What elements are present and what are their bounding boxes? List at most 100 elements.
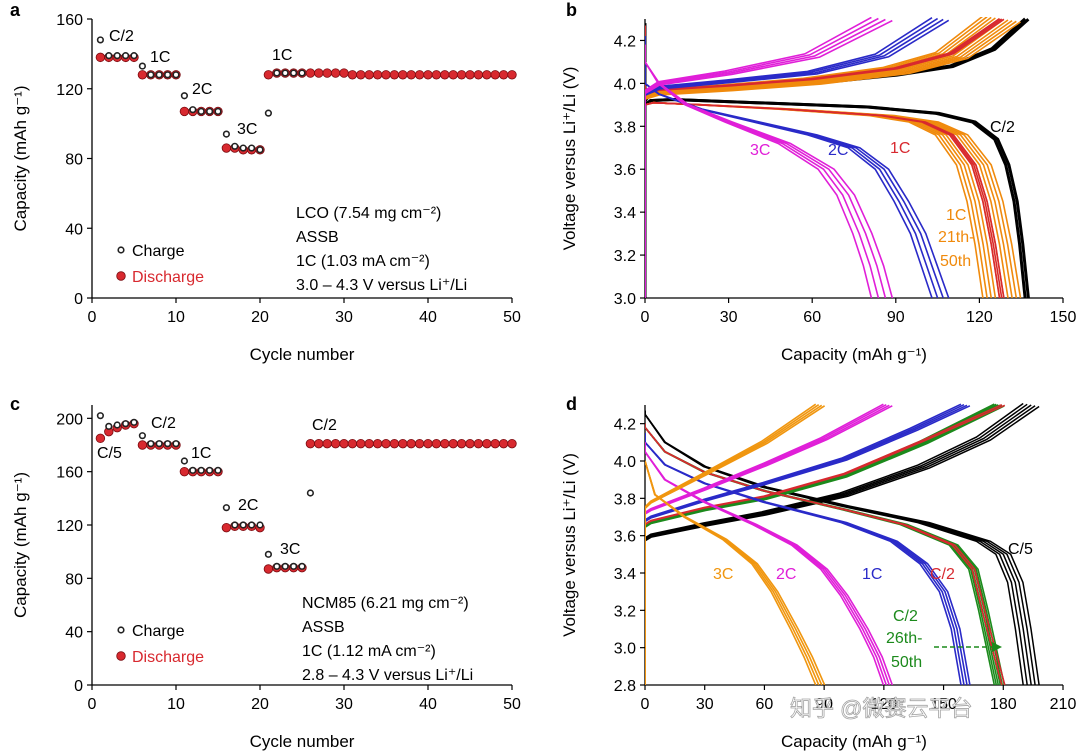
curve-label: 2C [776, 566, 796, 583]
rate-label: 1C [272, 47, 292, 64]
rate-label: 1C [150, 49, 170, 66]
charge-curve [645, 405, 826, 685]
x-tick-label: 50 [503, 696, 521, 713]
charge-curve [645, 403, 1028, 685]
charge-point [197, 466, 205, 474]
discharge-curve [645, 442, 894, 685]
curve-label: C/2 [930, 566, 955, 583]
charge-point [180, 92, 188, 100]
discharge-point [305, 438, 316, 449]
charge-point [121, 420, 130, 428]
info-line: 3.0 – 4.3 V versus Li⁺/Li [296, 277, 467, 294]
y-tick-label: 4.0 [614, 454, 636, 471]
x-axis-label: Capacity (mAh g⁻¹) [781, 732, 927, 751]
charge-curve [645, 18, 1005, 298]
charge-point [189, 466, 197, 474]
info-line: NCM85 (6.21 mg cm⁻²) [302, 595, 469, 612]
panel-c: 0 10 20 30 40 50 0 40 80 120 160 200 Cycle number Cap… [10, 394, 521, 751]
x-tick-label: 0 [641, 309, 650, 326]
charge-point [264, 109, 273, 117]
panel-letter: b [566, 0, 577, 20]
rate-label: C/2 [109, 28, 134, 45]
curve-label: 26th- [886, 630, 922, 647]
y-tick-label: 120 [56, 82, 83, 99]
charge-point [138, 62, 146, 70]
charge-curve [645, 405, 1040, 685]
charge-point [155, 440, 163, 448]
x-tick-label: 50 [503, 309, 521, 326]
discharge-curve [645, 433, 971, 685]
discharge-point [406, 70, 416, 80]
discharge-point [414, 70, 425, 80]
discharge-point [339, 438, 349, 449]
rate-label: 3C [280, 541, 300, 558]
x-axis-label: Cycle number [250, 732, 355, 751]
charge-point [264, 550, 273, 558]
charge-point [281, 562, 289, 570]
discharge-point [389, 70, 400, 80]
discharge-point [314, 438, 324, 449]
x-tick-label: 30 [720, 309, 738, 326]
curve-group [645, 17, 1030, 298]
rate-label: 2C [238, 497, 258, 514]
charge-point [290, 69, 298, 77]
discharge-curve [645, 442, 888, 685]
discharge-point [440, 70, 450, 80]
charge-point [214, 466, 222, 474]
discharge-point [221, 143, 232, 153]
rate-label: C/2 [151, 415, 176, 432]
discharge-point [398, 70, 408, 80]
discharge-point [137, 440, 148, 450]
discharge-point [431, 70, 442, 80]
legend-discharge-label: Discharge [132, 269, 204, 286]
discharge-point [372, 70, 383, 80]
discharge-point [381, 70, 391, 80]
panel-letter: d [566, 394, 577, 414]
discharge-point [465, 438, 475, 449]
charge-point [164, 71, 172, 79]
y-tick-label: 160 [56, 465, 83, 482]
x-tick-label: 60 [756, 696, 774, 713]
x-tick-label: 60 [803, 309, 821, 326]
charge-point [130, 52, 138, 60]
legend-discharge-marker [116, 271, 126, 281]
curve-label: 50th [891, 654, 922, 671]
discharge-point [448, 438, 458, 449]
discharge-point [423, 438, 433, 449]
charge-point [214, 107, 222, 116]
panel-d: 0 30 60 90 120 150 180 210 2.8 3.0 3.2 3.4 3.6 3.8 4.0… [560, 394, 1076, 751]
x-tick-label: 0 [88, 309, 97, 326]
y-tick-label: 3.2 [614, 603, 636, 620]
y-tick-label: 80 [65, 152, 83, 169]
discharge-point [221, 522, 232, 533]
y-tick-label: 80 [65, 571, 83, 588]
curve-label: 1C [862, 566, 882, 583]
charge-curve [645, 403, 884, 685]
y-tick-label: 3.0 [614, 291, 636, 308]
charge-point [155, 71, 163, 79]
legend-discharge-label: Discharge [132, 649, 204, 666]
charge-curve [645, 19, 893, 298]
charge-point [248, 521, 256, 529]
discharge-point [364, 70, 374, 80]
discharge-point [507, 438, 517, 449]
discharge-point [507, 70, 517, 80]
y-tick-label: 4.2 [614, 417, 636, 434]
curve-label: 2C [828, 142, 848, 159]
charge-curve [645, 17, 939, 298]
discharge-point [263, 564, 274, 574]
rate-label: C/5 [97, 445, 122, 462]
curve-label: 1C [890, 140, 910, 157]
charge-curve [645, 405, 893, 685]
curve-label: 50th [940, 253, 971, 270]
discharge-point [137, 70, 148, 80]
charge-curve [645, 19, 950, 298]
charge-curve [645, 21, 1021, 298]
legend-charge-label: Charge [132, 243, 185, 260]
panel-a: 0 10 20 30 40 50 0 40 80 120 160 Cycle number Capaci… [10, 0, 521, 364]
y-tick-label: 3.8 [614, 491, 636, 508]
x-tick-label: 20 [251, 696, 269, 713]
discharge-point [431, 438, 442, 449]
charge-curve [645, 403, 1024, 685]
legend-charge-marker [117, 626, 125, 634]
